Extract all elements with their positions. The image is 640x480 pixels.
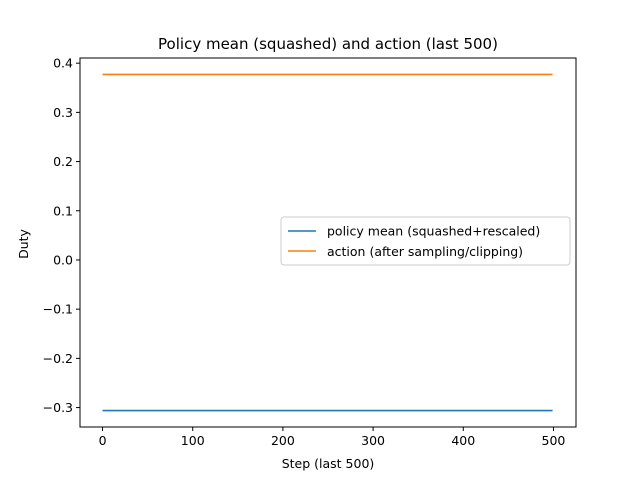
y-axis-label: Duty (16, 228, 31, 258)
y-tick-label: 0.1 (53, 203, 73, 218)
legend-box (280, 216, 571, 266)
y-tick-label: 0.3 (53, 105, 73, 120)
x-tick-label: 200 (271, 433, 295, 448)
x-tick-label: 500 (542, 433, 566, 448)
x-tick-label: 0 (99, 433, 107, 448)
x-axis-label: Step (last 500) (282, 456, 375, 471)
x-tick-label: 300 (361, 433, 385, 448)
y-tick-label: −0.2 (43, 351, 73, 366)
legend-label-policy-mean: policy mean (squashed+rescaled) (327, 224, 540, 239)
y-tick-label: −0.3 (43, 400, 73, 415)
x-tick-label: 100 (181, 433, 205, 448)
x-tick-label: 400 (451, 433, 475, 448)
legend-label-action: action (after sampling/clipping) (327, 244, 523, 259)
plot-area (102, 73, 553, 412)
axes-frame (79, 57, 577, 428)
y-tick-label: 0.2 (53, 154, 73, 169)
y-tick-label: 0.4 (53, 56, 73, 71)
axis-ticks: 0 100 200 300 400 500 −0.3 −0.2 −0.1 0.0 0.1 0.2 0.3… (43, 56, 566, 448)
y-tick-label: −0.1 (43, 302, 73, 317)
y-tick-label: 0.0 (53, 252, 73, 267)
legend: policy mean (squashed+rescaled) action (… (280, 216, 571, 266)
chart-title: Policy mean (squashed) and action (last … (158, 35, 498, 53)
